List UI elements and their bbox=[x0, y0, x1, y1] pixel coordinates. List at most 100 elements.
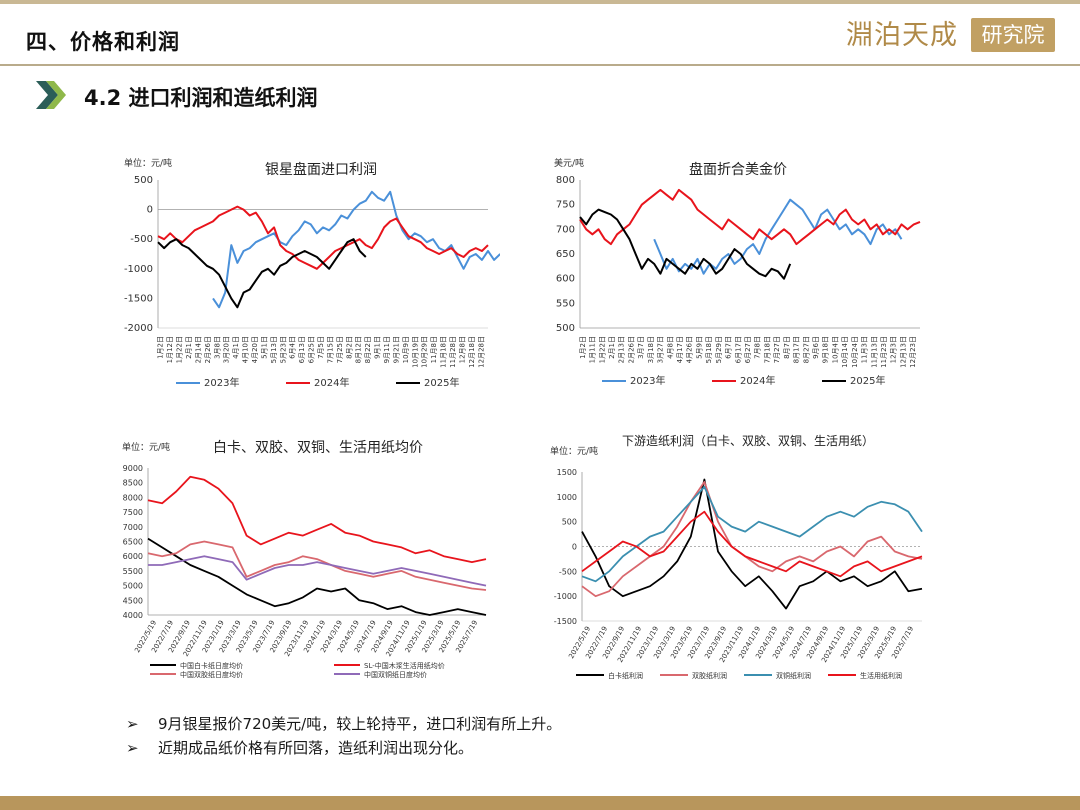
chart4-plot bbox=[581, 478, 923, 610]
chart4-title: 下游造纸利润（白卡、双胶、双铜、生活用纸） bbox=[622, 433, 874, 448]
chart3-ytick-label: 5500 bbox=[123, 567, 143, 576]
chart2-legend-label: 2024年 bbox=[740, 374, 775, 387]
chart1-plot bbox=[157, 190, 500, 309]
chart1-xtick-label: 5月13日 bbox=[270, 336, 278, 363]
chart2-ytick-label: 800 bbox=[556, 175, 575, 186]
chart2-xtick-label: 8月17日 bbox=[793, 336, 801, 363]
chart2-xtick-label: 7月27日 bbox=[773, 336, 781, 363]
chart2-series-line bbox=[579, 188, 921, 246]
chart2-series-line bbox=[653, 198, 903, 275]
chart1-xtick-label: 12月8日 bbox=[458, 336, 466, 363]
logo-seal: 研究院 bbox=[971, 18, 1055, 52]
chart4-legend-label: 双胶纸利润 bbox=[692, 671, 727, 680]
chart1-xtick-label: 5月1日 bbox=[260, 336, 268, 359]
chart2-ytick-label: 650 bbox=[556, 249, 575, 260]
chart2-xtick-label: 6月7日 bbox=[725, 336, 733, 359]
chart2-legend: 2023年 2024年 2025年 bbox=[602, 374, 885, 387]
chart2-xtick-label: 11月13日 bbox=[870, 336, 878, 368]
chart1-legend-label: 2023年 bbox=[204, 376, 239, 389]
chart1-ytick-label: -500 bbox=[130, 234, 153, 245]
note-text: 9月银星报价720美元/吨，较上轮持平，进口利润有所上升。 bbox=[158, 715, 562, 733]
company-logo: 淵泊天成 研究院 bbox=[846, 16, 1056, 56]
chart2-legend-label: 2023年 bbox=[630, 374, 665, 387]
chart1-ytick-label: 0 bbox=[147, 205, 153, 216]
chart3-ytick-label: 4500 bbox=[123, 596, 143, 605]
chart3-ytick-label: 5000 bbox=[123, 582, 143, 591]
chart3-ytick-label: 9000 bbox=[123, 464, 143, 473]
chart4-ytick-label: 1000 bbox=[557, 493, 577, 502]
chart1-xtick-label: 2月26日 bbox=[204, 336, 212, 363]
page-header: 四、价格和利润 淵泊天成 研究院 bbox=[0, 4, 1080, 66]
chart1-xtick-label: 4月20日 bbox=[251, 336, 259, 363]
chart1-xtick-label: 6月13日 bbox=[298, 336, 306, 363]
chart3-ytick-label: 6000 bbox=[123, 552, 143, 561]
chart2-xtick-label: 5月9日 bbox=[695, 336, 703, 359]
chart2-xtick-label: 4月17日 bbox=[676, 336, 684, 363]
chart2-xtick-label: 11月23日 bbox=[880, 336, 888, 368]
chart1-xtick-label: 4月1日 bbox=[232, 336, 240, 359]
chart3-legend-label: 中国双铜纸日度均价 bbox=[364, 670, 427, 679]
chart2-xtick-label: 3月18日 bbox=[647, 336, 655, 363]
chart1-xtick-label: 11月28日 bbox=[449, 336, 457, 368]
chart2-xtick-label: 9月6日 bbox=[812, 336, 820, 359]
chart1-ytick-label: 500 bbox=[134, 175, 153, 186]
chart2-xtick-label: 1月22日 bbox=[598, 336, 606, 363]
chart2-ytick-label: 700 bbox=[556, 224, 575, 235]
chart2-ytick-label: 750 bbox=[556, 200, 575, 211]
chart4-ytick-label: 500 bbox=[562, 518, 577, 527]
chart4-series-line bbox=[581, 486, 923, 583]
chart4-ytick-label: 1500 bbox=[557, 468, 577, 477]
chart2-xtick-label: 4月26日 bbox=[686, 336, 694, 363]
chart2-plot bbox=[579, 188, 921, 280]
chart1-xtick-label: 1月12日 bbox=[166, 336, 174, 363]
chart1-xtick-label: 9月1日 bbox=[374, 336, 382, 359]
chart2-title: 盘面折合美金价 bbox=[689, 161, 787, 178]
chart4-series-line bbox=[581, 478, 923, 610]
chart2-xtick-label: 6月17日 bbox=[734, 336, 742, 363]
chart1-xtick-label: 3月20日 bbox=[223, 336, 231, 363]
chart3-ytick-label: 7500 bbox=[123, 508, 143, 517]
chart-paper-prices: 单位：元/吨 白卡、双胶、双铜、生活用纸均价 9000 8500 8000 7500 7… bbox=[122, 439, 487, 679]
chart1-legend-label: 2024年 bbox=[314, 376, 349, 389]
chart1-xtick-label: 7月5日 bbox=[317, 336, 325, 359]
bottom-notes: ➢ 9月银星报价720美元/吨，较上轮持平，进口利润有所上升。 ➢ 近期成品纸价格有… bbox=[126, 712, 886, 760]
chart3-series-line bbox=[148, 555, 487, 587]
chart1-legend-label: 2025年 bbox=[424, 376, 459, 389]
chart3-ytick-label: 8000 bbox=[123, 493, 143, 502]
chart1-ytick-label: -1500 bbox=[124, 293, 153, 304]
chart4-legend-label: 白卡纸利润 bbox=[608, 671, 643, 680]
chart1-xtick-label: 9月11日 bbox=[383, 336, 391, 363]
note-text: 近期成品纸价格有所回落，造纸利润出现分化。 bbox=[158, 739, 474, 757]
chart2-xtick-label: 5月29日 bbox=[715, 336, 723, 363]
chart4-ytick-label: 0 bbox=[572, 543, 577, 552]
chart1-series-line bbox=[212, 190, 500, 309]
chart3-unit-label: 单位：元/吨 bbox=[122, 441, 170, 453]
chart1-xtick-label: 7月25日 bbox=[336, 336, 344, 363]
chart2-xtick-label: 10月14日 bbox=[841, 336, 849, 368]
chart2-xtick-label: 1月11日 bbox=[589, 336, 597, 363]
chart1-xtick-label: 1月2日 bbox=[157, 336, 165, 359]
chart3-series-line bbox=[147, 540, 487, 591]
chart1-xtick-label: 8月2日 bbox=[345, 336, 353, 359]
header-divider bbox=[0, 64, 1080, 66]
chart4-series-line bbox=[581, 510, 923, 578]
chart2-ytick-label: 550 bbox=[556, 298, 575, 309]
top-band bbox=[0, 0, 1080, 4]
chart1-unit-label: 单位：元/吨 bbox=[124, 157, 172, 169]
chart2-xtick-label: 8月7日 bbox=[783, 336, 791, 359]
page-title: 四、价格和利润 bbox=[26, 30, 180, 54]
chart1-xtick-label: 5月23日 bbox=[279, 336, 287, 363]
chart2-xtick-label: 2月26日 bbox=[627, 336, 635, 363]
chart1-xtick-label: 10月19日 bbox=[411, 336, 419, 368]
chart1-xtick-label: 3月8日 bbox=[213, 336, 221, 359]
chart4-unit-label: 单位：元/吨 bbox=[550, 445, 598, 457]
chart2-series-line bbox=[579, 208, 792, 280]
chart1-xtick-label: 12月28日 bbox=[477, 336, 485, 368]
chart2-xtick-label: 2月13日 bbox=[618, 336, 626, 363]
chart-import-profit: 单位：元/吨 银星盘面进口利润 500 0 -500 -1000 -1500 -2000 1… bbox=[124, 157, 500, 389]
chart2-ytick-label: 600 bbox=[556, 274, 575, 285]
chart2-xtick-label: 12月3日 bbox=[890, 336, 898, 363]
chart1-xtick-label: 9月21日 bbox=[392, 336, 400, 363]
chart2-xtick-label: 12月23日 bbox=[909, 336, 917, 368]
